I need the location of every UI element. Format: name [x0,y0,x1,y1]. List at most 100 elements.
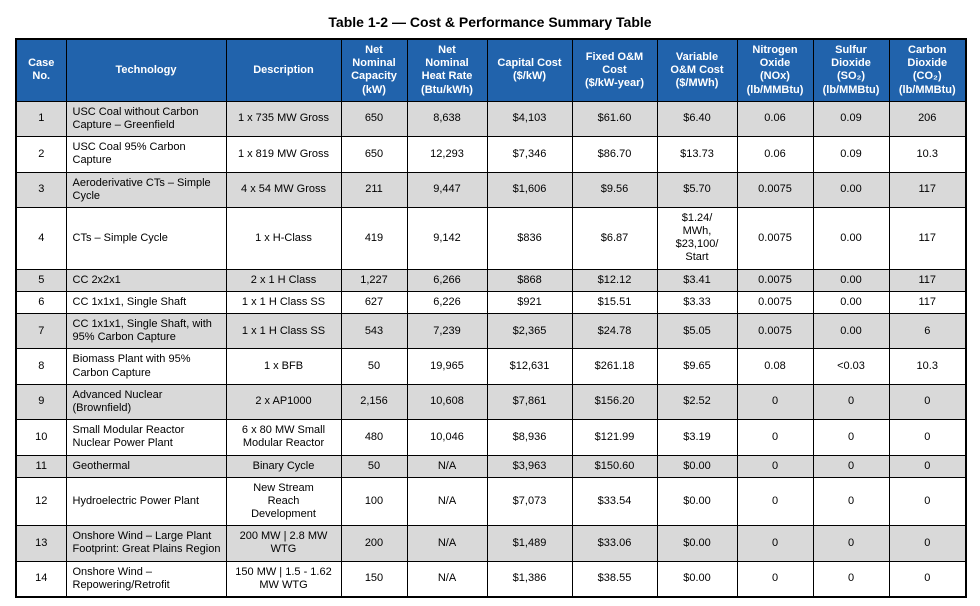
table-cell: 0.00 [812,290,890,315]
table-cell: 117 [888,171,967,208]
table-cell: 1 x BFB [225,348,342,385]
table-cell: $1,606 [486,171,573,208]
table-cell: 8,638 [406,100,488,138]
table-cell: 6,226 [406,290,488,315]
table-cell: 0.0075 [736,290,814,315]
table-cell: CTs – Simple Cycle [65,206,227,270]
table-cell: $15.51 [571,290,658,315]
table-header: Case No. Technology Description Net Nominal… [15,38,967,102]
table-cell: $2,365 [486,312,573,350]
table-cell: $3,963 [486,454,573,478]
table-cell: $836 [486,206,573,270]
table-cell: 50 [340,348,408,385]
table-cell: CC 2x2x1 [65,268,227,292]
table-cell: 9,142 [406,206,488,270]
table-cell: 419 [340,206,408,270]
column-header-technology: Technology [65,38,227,102]
table-cell: 117 [888,268,967,292]
table-row: 1 USC Coal without Carbon Capture – Green… [15,100,967,138]
table-cell: $6.40 [656,100,738,138]
table-cell: 1 x 819 MW Gross [225,136,342,173]
table-row: 11 Geothermal Binary Cycle 50 N/A $3,963 $150.… [15,454,967,478]
table-title: Table 1-2 — Cost & Performance Summary T… [328,14,652,30]
table-cell: 0 [812,476,890,527]
table-body: 1 USC Coal without Carbon Capture – Green… [15,100,967,598]
column-header-variable-om-cost: Variable O&M Cost ($/MWh) [656,38,738,102]
table-cell: 2 [15,136,67,173]
table-cell: 627 [340,290,408,315]
table-cell: 9 [15,383,67,421]
table-cell: 2,156 [340,383,408,421]
table-cell: 0 [812,525,890,562]
table-cell: $86.70 [571,136,658,173]
table-cell: Binary Cycle [225,454,342,478]
table-cell: 14 [15,560,67,598]
table-cell: 650 [340,136,408,173]
table-row: 6 CC 1x1x1, Single Shaft 1 x 1 H Class SS 6… [15,290,967,315]
table-cell: $921 [486,290,573,315]
table-cell: $33.06 [571,525,658,562]
table-cell: 0.06 [736,100,814,138]
table-cell: 0.08 [736,348,814,385]
table-cell: CC 1x1x1, Single Shaft, with 95% Carbon … [65,312,227,350]
table-row: 13 Onshore Wind – Large Plant Footprint: … [15,525,967,562]
table-cell: 10,608 [406,383,488,421]
table-cell: 0 [736,525,814,562]
table-cell: $5.05 [656,312,738,350]
table-cell: 0 [812,560,890,598]
table-cell: 0 [812,454,890,478]
column-header-description: Description [225,38,342,102]
table-cell: 1 x 1 H Class SS [225,312,342,350]
table-cell: 0.0075 [736,312,814,350]
table-cell: 117 [888,206,967,270]
table-cell: 1 [15,100,67,138]
table-cell: 0 [888,525,967,562]
table-cell: Onshore Wind – Repowering/Retrofit [65,560,227,598]
column-header-fixed-om-cost: Fixed O&M Cost ($/kW-year) [571,38,658,102]
table-cell: $1,386 [486,560,573,598]
table-cell: $61.60 [571,100,658,138]
table-cell: 0 [888,419,967,456]
column-header-net-nominal-heat-rate: Net Nominal Heat Rate (Btu/kWh) [406,38,488,102]
table-cell: 0 [736,476,814,527]
table-row: 10 Small Modular Reactor Nuclear Power Pl… [15,419,967,456]
table-cell: $261.18 [571,348,658,385]
table-row: 8 Biomass Plant with 95% Carbon Capture 1 … [15,348,967,385]
column-header-net-nominal-capacity: Net Nominal Capacity (kW) [340,38,408,102]
table-cell: 0.09 [812,136,890,173]
table-cell: $9.65 [656,348,738,385]
table-cell: Geothermal [65,454,227,478]
table-cell: $12,631 [486,348,573,385]
table-cell: $1.24/ MWh, $23,100/ Start [656,206,738,270]
table-row: 2 USC Coal 95% Carbon Capture 1 x 819 MW G… [15,136,967,173]
table-cell: $12.12 [571,268,658,292]
table-cell: N/A [406,476,488,527]
table-cell: 0 [736,419,814,456]
table-cell: 0 [888,383,967,421]
table-cell: 11 [15,454,67,478]
table-cell: 1 x 1 H Class SS [225,290,342,315]
table-cell: 0.0075 [736,268,814,292]
table-cell: 10.3 [888,136,967,173]
table-cell: 50 [340,454,408,478]
table-cell: $0.00 [656,560,738,598]
table-cell: 0.0075 [736,206,814,270]
column-header-carbon-dioxide: Carbon Dioxide (CO₂) (lb/MMBtu) [888,38,967,102]
table-cell: Advanced Nuclear (Brownfield) [65,383,227,421]
table-cell: 211 [340,171,408,208]
table-cell: 200 [340,525,408,562]
table-cell: $3.19 [656,419,738,456]
table-cell: $868 [486,268,573,292]
table-cell: N/A [406,454,488,478]
table-cell: $3.41 [656,268,738,292]
table-cell: $6.87 [571,206,658,270]
column-header-nitrogen-oxide: Nitrogen Oxide (NOx) (lb/MMBtu) [736,38,814,102]
table-row: 4 CTs – Simple Cycle 1 x H-Class 419 9,142 $8… [15,206,967,270]
table-cell: $0.00 [656,476,738,527]
table-cell: Biomass Plant with 95% Carbon Capture [65,348,227,385]
table-cell: 0 [736,383,814,421]
table-cell: 1,227 [340,268,408,292]
table-cell: 19,965 [406,348,488,385]
table-cell: $150.60 [571,454,658,478]
table-cell: 6 x 80 MW Small Modular Reactor [225,419,342,456]
